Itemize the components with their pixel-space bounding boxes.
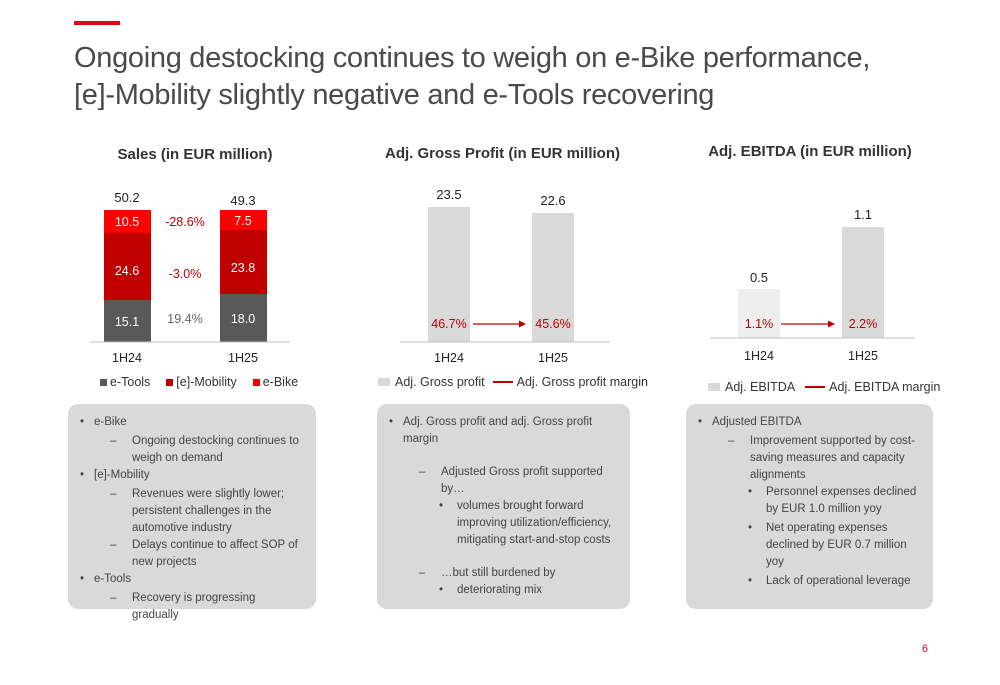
bullet-gross-mix: deteriorating mix <box>389 582 618 599</box>
gross-commentary-box: Adj. Gross profit and adj. Gross profit … <box>377 404 630 609</box>
gross-bar-1h25 <box>532 213 574 342</box>
sales-bar-ebike-1h24 <box>104 210 151 233</box>
title-line-2: [e]-Mobility slightly negative and e-Too… <box>74 79 715 111</box>
legend-label-gross-margin: Adj. Gross profit margin <box>516 375 648 389</box>
sales-total-1h24: 50.2 <box>114 190 139 205</box>
ebitda-value-1h24: 0.5 <box>750 270 768 285</box>
legend-item-gross-profit: Adj. Gross profit <box>378 375 485 389</box>
sales-bar-ebike-1h25 <box>220 210 267 230</box>
sales-label-etools-1h25: 18.0 <box>231 312 255 326</box>
bullet-ebitda-improvement: Improvement supported by cost-saving mea… <box>698 433 921 484</box>
sales-label-emobility-1h25: 23.8 <box>231 261 255 275</box>
bullet-emobility-detail-2: Delays continue to affect SOP of new pro… <box>80 537 304 571</box>
legend-swatch-etools <box>100 378 107 386</box>
sales-label-ebike-1h24: 10.5 <box>115 215 139 229</box>
gross-chart-title: Adj. Gross Profit (in EUR million) <box>384 145 620 162</box>
legend-item-gross-margin: Adj. Gross profit margin <box>492 375 648 389</box>
legend-swatch-ebitda <box>708 383 720 391</box>
gross-value-1h24: 23.5 <box>436 187 461 202</box>
sales-change-ebike: -28.6% <box>165 215 205 229</box>
sales-bar-emobility-1h25 <box>220 230 267 294</box>
bullet-ebitda-opex: Net operating expenses declined by EUR 0… <box>698 520 921 571</box>
bullet-gross-supported: Adjusted Gross profit supported by… <box>389 464 618 498</box>
gross-value-1h25: 22.6 <box>540 193 565 208</box>
sales-total-1h25: 49.3 <box>230 193 255 208</box>
bullet-ebike: e-Bike <box>80 414 304 431</box>
sales-bar-emobility-1h24 <box>104 233 151 300</box>
bullet-gross-profit: Adj. Gross profit and adj. Gross profit … <box>389 414 618 448</box>
gross-legend: Adj. Gross profit Adj. Gross profit marg… <box>378 375 664 389</box>
ebitda-category-1h24: 1H24 <box>744 349 774 363</box>
legend-item-ebitda: Adj. EBITDA <box>708 380 795 394</box>
gross-margin-1h24: 46.7% <box>431 317 466 331</box>
title-line-1: Ongoing destocking continues to weigh on… <box>74 42 871 74</box>
bullet-gross-burdened: …but still burdened by <box>389 565 618 582</box>
legend-item-ebike: e-Bike <box>252 375 299 389</box>
bullet-emobility: [e]-Mobility <box>80 467 304 484</box>
bullet-etools-detail: Recovery is progressing gradually <box>80 590 304 624</box>
ebitda-chart-title: Adj. EBITDA (in EUR million) <box>708 143 912 160</box>
sales-chart-title: Sales (in EUR million) <box>117 146 273 163</box>
sales-label-ebike-1h25: 7.5 <box>234 214 251 228</box>
legend-item-etools: e-Tools <box>100 375 150 389</box>
legend-item-emobility: [e]-Mobility <box>166 375 237 389</box>
legend-item-ebitda-margin: Adj. EBITDA margin <box>805 380 940 394</box>
sales-change-etools: 19.4% <box>167 312 202 326</box>
gross-category-1h25: 1H25 <box>538 351 568 365</box>
gross-category-1h24: 1H24 <box>434 351 464 365</box>
sales-label-emobility-1h24: 24.6 <box>115 264 139 278</box>
bullet-ebitda: Adjusted EBITDA <box>698 414 921 431</box>
sales-change-emobility: -3.0% <box>169 267 202 281</box>
bullet-ebitda-personnel: Personnel expenses declined by EUR 1.0 m… <box>698 484 921 518</box>
legend-label-gross-profit: Adj. Gross profit <box>395 375 485 389</box>
spacer <box>389 450 618 464</box>
ebitda-arrow-head <box>828 320 835 328</box>
legend-swatch-ebike <box>252 378 260 386</box>
bullet-ebitda-leverage: Lack of operational leverage <box>698 573 921 590</box>
bullet-gross-volumes: volumes brought forward improving utiliz… <box>389 498 618 549</box>
ebitda-category-1h25: 1H25 <box>848 349 878 363</box>
legend-swatch-gross-margin <box>492 381 513 383</box>
legend-label-emobility: [e]-Mobility <box>176 375 237 389</box>
accent-bar <box>74 21 120 25</box>
sales-commentary-box: e-Bike Ongoing destocking continues to w… <box>68 404 316 621</box>
legend-label-ebike: e-Bike <box>262 375 299 389</box>
page-number: 6 <box>921 643 928 655</box>
gross-margin-1h25: 45.6% <box>535 317 570 331</box>
bullet-etools: e-Tools <box>80 571 304 588</box>
sales-legend: e-Tools [e]-Mobility e-Bike <box>100 375 314 389</box>
ebitda-value-1h25: 1.1 <box>854 207 872 222</box>
bullet-emobility-detail-1: Revenues were slightly lower; persistent… <box>80 486 304 537</box>
legend-label-ebitda-margin: Adj. EBITDA margin <box>829 380 941 394</box>
ebitda-commentary-box: Adjusted EBITDA Improvement supported by… <box>686 404 933 609</box>
legend-label-ebitda: Adj. EBITDA <box>725 380 796 394</box>
ebitda-bar-1h25 <box>842 227 884 338</box>
ebitda-margin-1h24: 1.1% <box>745 317 774 331</box>
legend-swatch-gross-profit <box>378 378 390 386</box>
legend-swatch-emobility <box>166 378 174 386</box>
spacer <box>389 551 618 565</box>
sales-label-etools-1h24: 15.1 <box>115 315 139 329</box>
gross-bar-1h24 <box>428 207 470 342</box>
gross-arrow-head <box>519 320 526 328</box>
sales-category-1h25: 1H25 <box>228 351 258 365</box>
ebitda-margin-1h25: 2.2% <box>849 317 878 331</box>
bullet-ebike-detail: Ongoing destocking continues to weigh on… <box>80 433 304 467</box>
legend-label-etools: e-Tools <box>110 375 151 389</box>
ebitda-legend: Adj. EBITDA Adj. EBITDA margin <box>708 380 956 394</box>
sales-bar-etools-1h24 <box>104 300 151 342</box>
ebitda-bar-1h24 <box>738 289 780 338</box>
sales-category-1h24: 1H24 <box>112 351 142 365</box>
sales-bar-etools-1h25 <box>220 294 267 342</box>
legend-swatch-ebitda-margin <box>805 386 826 388</box>
page-title: Ongoing destocking continues to weigh on… <box>74 40 954 114</box>
